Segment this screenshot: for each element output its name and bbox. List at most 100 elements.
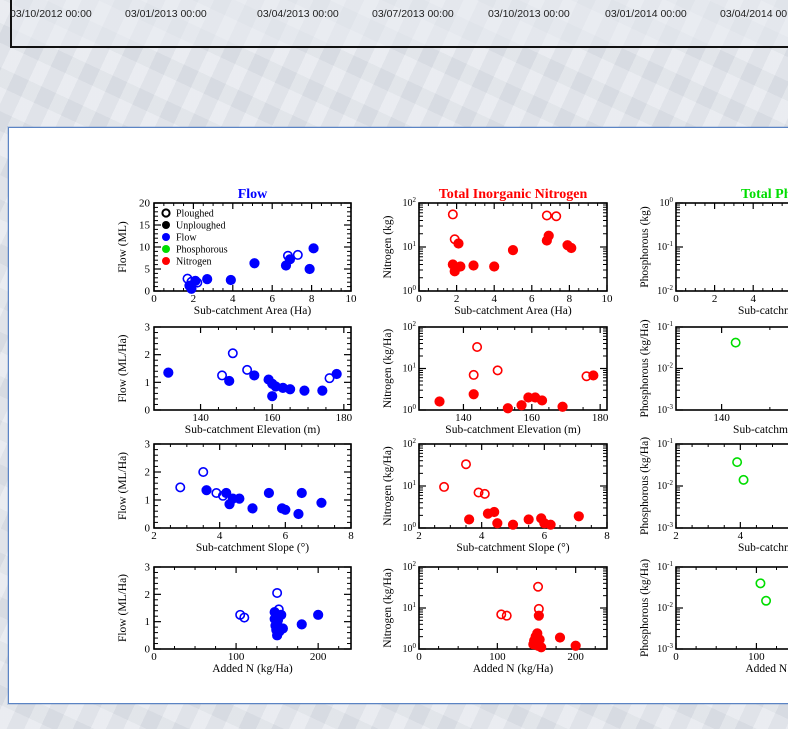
y-tick-label: 100 xyxy=(403,403,417,416)
x-tick-label: 6 xyxy=(283,530,289,542)
x-tick-label: 4 xyxy=(738,530,744,542)
y-tick-label: 1 xyxy=(145,495,151,507)
data-point-unploughed xyxy=(249,258,260,269)
y-tick-label: 102 xyxy=(403,196,417,209)
y-axis-label: Nitrogen (kg/Ha) xyxy=(382,568,394,648)
scatter-matrix-card: 0 2 4 6 8 10 0 5 10 15 20 Sub-catchment Area (Ha) Fl… xyxy=(8,127,788,704)
x-tick-label: 8 xyxy=(604,530,610,542)
x-tick-label: 160 xyxy=(264,412,281,424)
x-axis-label: Sub-catchment E xyxy=(733,424,788,436)
legend-label: Unploughed xyxy=(176,221,225,232)
y-tick-label: 100 xyxy=(660,196,674,209)
x-axis-label: Sub-catchment Area (Ha) xyxy=(454,305,572,317)
plot-frame xyxy=(153,566,352,650)
data-point-unploughed xyxy=(296,487,307,499)
y-tick-label: 10 xyxy=(139,242,151,254)
y-tick-label: 10-1 xyxy=(657,240,673,253)
y-tick-label: 2 xyxy=(145,467,151,479)
y-axis-label: Nitrogen (kg/Ha) xyxy=(382,329,394,409)
y-tick-label: 0 xyxy=(145,523,151,535)
data-point-ploughed xyxy=(198,466,209,477)
data-point-unploughed xyxy=(570,640,581,651)
data-point-unploughed xyxy=(247,503,258,514)
y-tick-label: 0 xyxy=(145,286,151,298)
data-point-ploughed xyxy=(175,482,186,493)
data-point-unploughed xyxy=(468,260,479,271)
data-point-unploughed xyxy=(285,384,296,395)
y-tick-label: 101 xyxy=(403,601,417,614)
y-tick-label: 10-2 xyxy=(657,284,673,297)
data-point-unploughed xyxy=(507,245,519,256)
data-point-unploughed xyxy=(536,395,548,406)
data-point-unploughed xyxy=(434,396,445,407)
x-tick-label: 140 xyxy=(192,412,209,424)
x-axis-label: Added N (k xyxy=(745,663,788,675)
y-tick-label: 20 xyxy=(139,198,151,210)
legend-marker xyxy=(162,221,170,229)
date-axis: 03/10/2012 00:00 03/01/2013 00:00 03/04/… xyxy=(0,0,788,30)
x-tick-label: 0 xyxy=(151,293,157,305)
x-tick-label: 0 xyxy=(416,293,422,305)
x-axis-label: Added N (kg/Ha) xyxy=(473,663,554,675)
data-point-ploughed xyxy=(473,487,484,498)
data-point-ploughed xyxy=(217,370,228,381)
data-point-unploughed xyxy=(516,400,527,411)
data-point-unploughed xyxy=(492,518,503,529)
data-point-unploughed xyxy=(308,243,319,254)
data-point-unploughed xyxy=(202,274,213,285)
y-tick-label: 100 xyxy=(403,642,417,655)
date-tick-label: 03/04/2014 00:00 xyxy=(720,8,788,20)
data-point-unploughed xyxy=(263,487,275,499)
legend-marker xyxy=(162,245,170,253)
x-axis-label: Sub-catchment Slope (°) xyxy=(456,542,569,554)
data-point-ploughed xyxy=(460,459,471,470)
legend-label: Phosphorous xyxy=(176,245,228,256)
y-tick-label: 0 xyxy=(145,644,151,656)
data-point-unploughed xyxy=(453,238,464,249)
data-point-ploughed xyxy=(242,364,253,375)
y-tick-label: 15 xyxy=(139,220,151,232)
data-point-ploughed xyxy=(551,211,562,222)
x-tick-label: 2 xyxy=(151,530,157,542)
y-tick-label: 102 xyxy=(403,437,417,450)
chart-title: Total Phos xyxy=(741,187,788,202)
y-tick-label: 3 xyxy=(145,562,151,574)
x-tick-label: 4 xyxy=(479,530,485,542)
data-point-unploughed xyxy=(536,642,547,653)
x-tick-label: 140 xyxy=(713,412,730,424)
data-point-unploughed xyxy=(533,610,544,621)
data-point-ploughed xyxy=(755,578,766,589)
x-tick-label: 8 xyxy=(567,293,573,305)
legend-label: Ploughed xyxy=(176,209,214,220)
x-tick-label: 200 xyxy=(310,651,327,663)
data-point-unploughed xyxy=(280,504,291,515)
x-axis-label: Sub-catchment xyxy=(738,542,788,554)
y-tick-label: 10-2 xyxy=(657,601,673,614)
data-point-unploughed xyxy=(313,609,324,620)
data-point-ploughed xyxy=(501,610,512,621)
y-tick-label: 101 xyxy=(403,479,417,492)
data-point-unploughed xyxy=(225,274,236,286)
data-point-unploughed xyxy=(502,403,513,414)
data-point-unploughed xyxy=(566,242,577,254)
x-tick-label: 6 xyxy=(542,530,548,542)
data-point-unploughed xyxy=(573,511,584,522)
data-point-unploughed xyxy=(543,230,554,241)
y-axis-label: Nitrogen (kg/Ha) xyxy=(382,446,394,526)
y-axis-label: Phosphorous (kg/Ha) xyxy=(639,559,651,657)
x-tick-label: 100 xyxy=(228,651,245,663)
data-point-ploughed xyxy=(533,581,544,592)
data-point-unploughed xyxy=(267,391,278,402)
y-axis-label: Flow (ML) xyxy=(117,221,129,273)
data-point-unploughed xyxy=(277,623,288,634)
data-point-unploughed xyxy=(489,506,500,518)
data-point-ploughed xyxy=(468,369,479,380)
data-point-unploughed xyxy=(234,493,245,504)
y-tick-label: 1 xyxy=(145,616,151,628)
y-tick-label: 3 xyxy=(145,322,151,334)
data-point-unploughed xyxy=(296,619,307,630)
y-axis-label: Phosphorous (kg/Ha) xyxy=(639,437,651,535)
y-tick-label: 2 xyxy=(145,589,151,601)
data-point-unploughed xyxy=(316,497,327,508)
